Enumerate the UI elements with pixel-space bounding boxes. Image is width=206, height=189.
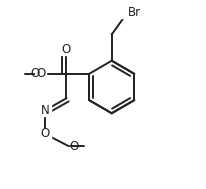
Text: O: O — [30, 67, 40, 80]
Text: O: O — [40, 127, 49, 140]
Bar — [35, 69, 46, 79]
Text: O: O — [69, 140, 78, 153]
Bar — [61, 44, 72, 55]
Bar — [39, 105, 50, 116]
Bar — [117, 8, 138, 18]
Bar — [39, 129, 50, 139]
Text: Br: Br — [128, 6, 141, 19]
Text: N: N — [40, 104, 49, 117]
Text: O: O — [62, 43, 71, 56]
Text: O: O — [36, 67, 45, 80]
